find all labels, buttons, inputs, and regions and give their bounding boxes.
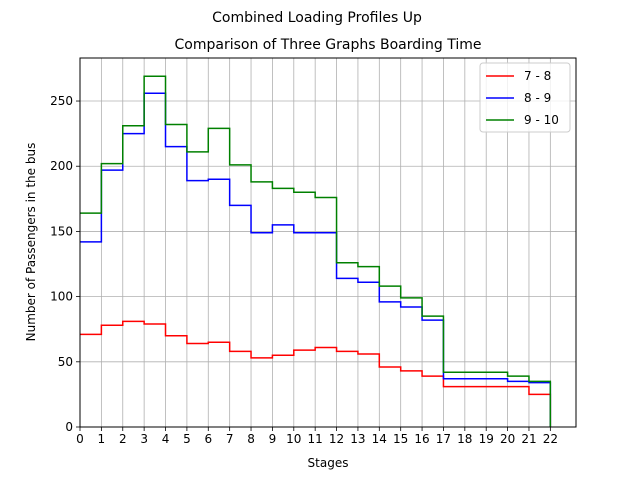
y-tick-label: 200	[50, 159, 73, 173]
chart-title: Comparison of Three Graphs Boarding Time	[175, 37, 482, 53]
legend-label: 7 - 8	[524, 69, 551, 83]
axis-ticks: 0 1 2 3 4 5 6 7 8 9 10 11 12 13 14 15 16 17 18 19 20 21 220501…	[50, 94, 558, 446]
series-line-3	[80, 75, 552, 427]
x-tick-label: 18	[457, 432, 472, 446]
x-tick-label: 5	[183, 432, 191, 446]
x-tick-label: 16	[414, 432, 429, 446]
x-tick-label: 8	[247, 432, 255, 446]
x-tick-label: 10	[286, 432, 301, 446]
x-tick-label: 3	[140, 432, 148, 446]
plot-frame	[79, 57, 577, 428]
x-tick-label: 17	[436, 432, 451, 446]
legend: 7 - 8 8 - 9 9 - 10	[479, 62, 571, 133]
x-tick-label: 0	[76, 432, 84, 446]
y-tick-label: 100	[50, 290, 73, 304]
series-line-1	[80, 320, 552, 427]
y-tick-label: 0	[65, 420, 73, 434]
x-tick-label: 13	[350, 432, 365, 446]
x-tick-label: 9	[269, 432, 277, 446]
legend-box	[479, 62, 571, 133]
x-tick-label: 22	[543, 432, 558, 446]
y-axis-label: Number of Passengers in the bus	[24, 143, 38, 342]
y-tick-label: 50	[58, 355, 73, 369]
y-tick-label: 150	[50, 224, 73, 238]
x-tick-label: 19	[479, 432, 494, 446]
series-line-2	[80, 92, 552, 427]
series-lines	[80, 75, 552, 427]
x-tick-label: 12	[329, 432, 344, 446]
x-tick-label: 7	[226, 432, 234, 446]
x-tick-label: 2	[119, 432, 127, 446]
x-tick-label: 21	[521, 432, 536, 446]
x-tick-label: 14	[372, 432, 387, 446]
x-tick-label: 1	[98, 432, 106, 446]
x-tick-label: 20	[500, 432, 515, 446]
legend-label: 9 - 10	[524, 113, 559, 127]
y-tick-label: 250	[50, 94, 73, 108]
x-tick-label: 6	[204, 432, 212, 446]
legend-label: 8 - 9	[524, 91, 551, 105]
x-tick-label: 15	[393, 432, 408, 446]
chart-suptitle: Combined Loading Profiles Up	[212, 10, 422, 26]
x-tick-label: 11	[308, 432, 323, 446]
x-tick-label: 4	[162, 432, 170, 446]
x-axis-label: Stages	[308, 456, 349, 470]
